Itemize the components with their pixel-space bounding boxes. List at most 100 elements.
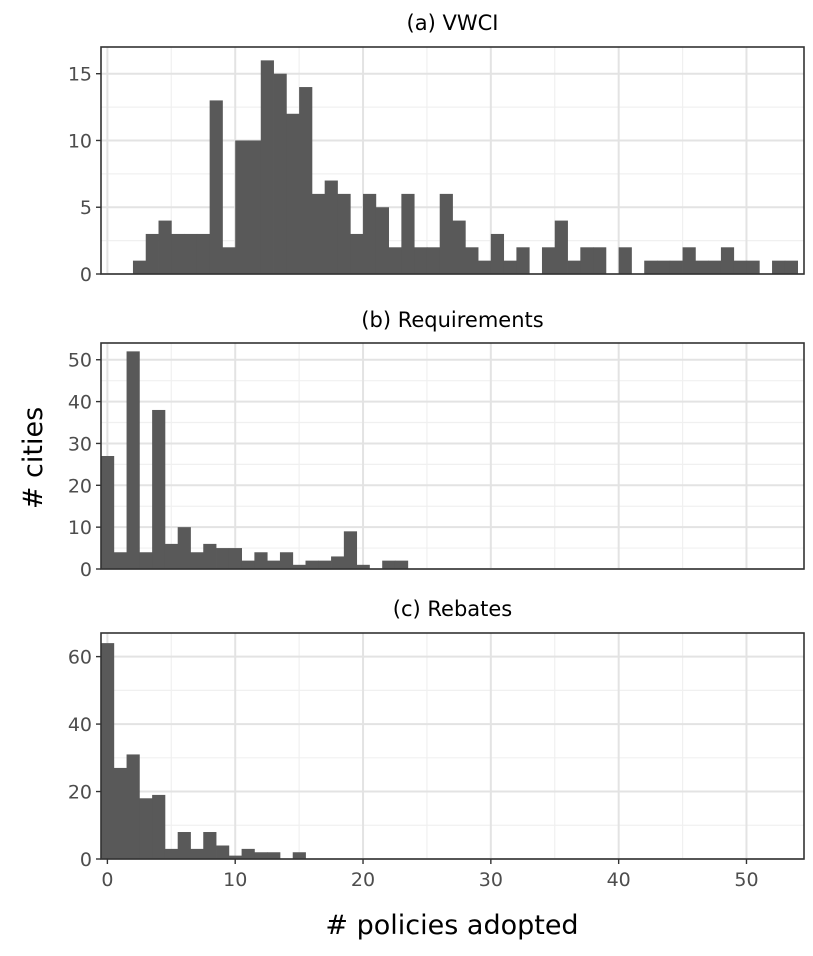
y-tick-label: 50 — [68, 350, 92, 372]
histogram-bar — [190, 848, 204, 859]
histogram-bar — [452, 220, 466, 274]
histogram-bar — [337, 193, 351, 274]
histogram-bar — [733, 260, 747, 274]
histogram-bar — [414, 247, 428, 274]
histogram-bar — [267, 560, 281, 569]
histogram-bar — [394, 560, 409, 569]
histogram-bar — [177, 527, 191, 569]
histogram-bar — [126, 754, 140, 859]
histogram-bar — [784, 260, 799, 274]
histogram-bar — [439, 193, 453, 274]
histogram-bar — [426, 247, 441, 274]
histogram-bar — [286, 113, 300, 274]
y-tick-label: 0 — [80, 559, 92, 581]
histogram-bar — [299, 87, 313, 274]
histogram-bar — [216, 548, 230, 569]
histogram-bar — [184, 233, 198, 274]
histogram-bar — [503, 260, 517, 274]
histogram-bar — [203, 832, 217, 859]
y-tick-label: 60 — [68, 647, 92, 669]
histogram-bar — [164, 543, 179, 569]
panel-title: (b) Requirements — [361, 308, 543, 332]
panel-1: (b) Requirements 0 10 20 30 40 50 — [68, 308, 805, 581]
histogram-bar — [618, 247, 632, 274]
histogram-bar — [311, 193, 326, 274]
histogram-bar — [343, 531, 358, 569]
histogram-bar — [350, 233, 364, 274]
y-tick-label: 15 — [68, 64, 92, 86]
y-tick-label: 30 — [68, 433, 92, 455]
histogram-bar — [209, 100, 223, 274]
histogram-bar — [152, 794, 166, 859]
histogram-bar — [113, 767, 127, 859]
panel-title: (a) VWCI — [407, 11, 499, 35]
panel-border — [100, 46, 805, 275]
histogram-bar — [669, 260, 683, 274]
histogram-bar — [260, 60, 274, 275]
x-tick-label: 40 — [607, 869, 631, 891]
x-tick-label: 10 — [223, 869, 247, 891]
histogram-bar — [273, 73, 287, 275]
histogram-bar — [363, 193, 377, 274]
histogram-bar — [554, 220, 568, 274]
histogram-bar — [305, 560, 319, 569]
histogram-bar — [580, 247, 594, 274]
y-tick-label: 10 — [68, 517, 92, 539]
histogram-bar — [126, 351, 140, 569]
histogram-bar — [241, 560, 255, 569]
y-tick-label: 20 — [68, 782, 92, 804]
y-tick-label: 0 — [80, 849, 92, 871]
histogram-bar — [190, 552, 204, 569]
histogram-bar — [644, 260, 658, 274]
histogram-bar — [478, 260, 492, 274]
x-tick-label: 30 — [479, 869, 503, 891]
panel-border — [100, 342, 805, 570]
histogram-bar — [241, 848, 255, 859]
histogram-bar — [222, 247, 236, 274]
histogram-bar — [196, 233, 211, 274]
histogram-bar — [228, 855, 242, 859]
histogram-bar — [101, 456, 115, 569]
histogram-bar — [292, 852, 306, 859]
histogram-bar — [254, 552, 268, 569]
histogram-bar — [267, 852, 281, 859]
histogram-bar — [158, 220, 172, 274]
y-tick-label: 20 — [68, 475, 92, 497]
x-tick-label: 50 — [734, 869, 758, 891]
histogram-bar — [152, 409, 166, 569]
y-tick-label: 5 — [80, 197, 92, 219]
histogram-bar — [177, 832, 191, 859]
y-tick-label: 40 — [68, 714, 92, 736]
y-tick-label: 10 — [68, 130, 92, 152]
histogram-bar — [132, 260, 147, 274]
panel-2: (c) Rebates 0 20 40 60 — [68, 597, 805, 871]
histogram-bar — [657, 260, 671, 274]
panel-border — [100, 632, 805, 860]
histogram-bar — [171, 233, 185, 274]
histogram-bar — [235, 140, 249, 274]
histogram-bar — [388, 247, 402, 274]
histogram-bar — [145, 233, 159, 274]
y-tick-label: 40 — [68, 392, 92, 414]
histogram-bar — [101, 643, 115, 859]
histogram-bar — [708, 260, 722, 274]
histogram-bar — [113, 552, 127, 569]
histogram-bar — [139, 798, 153, 859]
histogram-bar — [164, 848, 179, 859]
histogram-bar — [382, 560, 396, 569]
y-tick-label: 0 — [80, 264, 92, 286]
histogram-bar — [247, 140, 262, 274]
histogram-bar — [279, 552, 294, 569]
histogram-bar — [772, 260, 786, 274]
histogram-bar — [228, 548, 242, 569]
histogram-bar — [695, 260, 709, 274]
histogram-bar — [682, 247, 696, 274]
histogram-bar — [567, 260, 581, 274]
histogram-bar — [593, 247, 607, 274]
x-tick-label: 20 — [351, 869, 375, 891]
histogram-bar — [331, 556, 345, 569]
histogram-bar — [490, 233, 505, 274]
x-tick-label: 0 — [101, 869, 113, 891]
histogram-bar — [139, 552, 153, 569]
